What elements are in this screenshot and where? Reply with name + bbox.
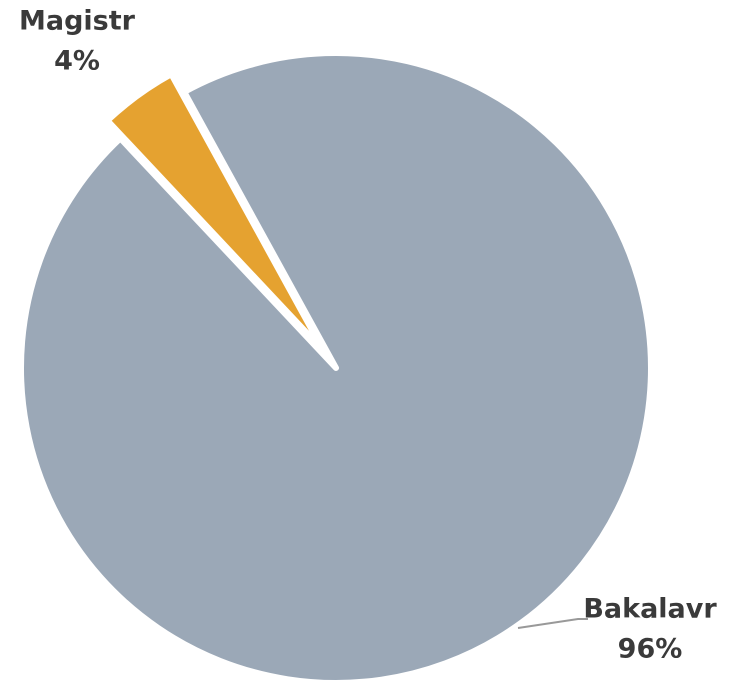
slice-value-label: 4% xyxy=(54,46,100,77)
pie-slice xyxy=(104,71,327,354)
pie-slice xyxy=(18,50,654,682)
slice-value-label: 96% xyxy=(618,634,683,665)
slice-label: Magistr xyxy=(19,6,136,37)
leader-line xyxy=(517,618,588,629)
slice-label: Bakalavr xyxy=(583,594,717,625)
